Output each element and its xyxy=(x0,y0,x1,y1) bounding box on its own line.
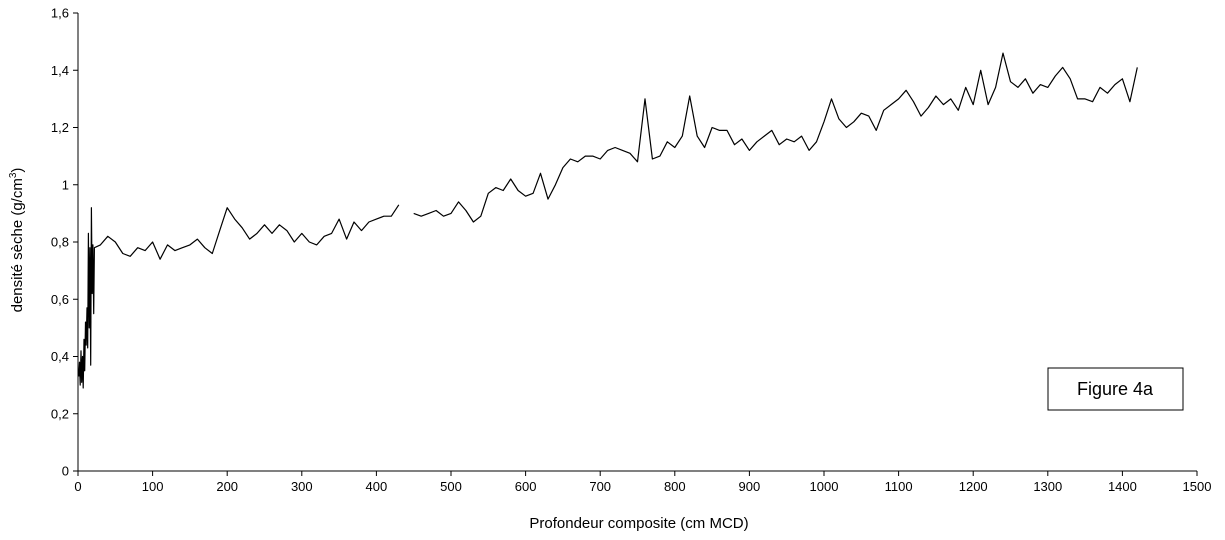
y-axis-ticks: 0 0,2 0,4 0,6 0,8 1 1,2 1,4 1,6 xyxy=(51,6,78,479)
x-tick-label: 700 xyxy=(589,479,611,494)
y-axis-title-main: densité sèche (g/cm xyxy=(9,178,26,312)
y-tick-label: 0,2 xyxy=(51,406,69,421)
x-tick-label: 200 xyxy=(216,479,238,494)
figure-annotation-box xyxy=(1047,367,1184,411)
y-tick-label: 0 xyxy=(62,464,69,479)
y-tick-label: 0,8 xyxy=(51,235,69,250)
y-tick-label: 0,6 xyxy=(51,292,69,307)
series-line xyxy=(78,204,400,389)
x-tick-label: 0 xyxy=(74,479,81,494)
x-tick-label: 1400 xyxy=(1108,479,1137,494)
series-line xyxy=(413,52,1138,223)
x-axis-title: Profondeur composite (cm MCD) xyxy=(529,515,748,532)
x-tick-label: 1200 xyxy=(959,479,988,494)
y-tick-label: 0,4 xyxy=(51,349,69,364)
x-tick-label: 300 xyxy=(291,479,313,494)
x-tick-label: 100 xyxy=(142,479,164,494)
x-tick-label: 1500 xyxy=(1183,479,1212,494)
y-tick-label: 1 xyxy=(62,177,69,192)
x-tick-label: 1300 xyxy=(1033,479,1062,494)
y-tick-label: 1,6 xyxy=(51,6,69,21)
x-axis-ticks: 0 100 200 300 400 500 600 700 800 900 1000 1100 1200… xyxy=(74,471,1211,494)
figure-annotation: Figure 4a xyxy=(1047,367,1184,411)
x-tick-label: 500 xyxy=(440,479,462,494)
x-tick-label: 1100 xyxy=(885,479,913,494)
x-tick-label: 1000 xyxy=(810,479,839,494)
figure-annotation-label: Figure 4a xyxy=(1077,379,1154,399)
y-axis-title-superscript: 3 xyxy=(8,172,19,178)
x-tick-label: 400 xyxy=(366,479,388,494)
x-tick-label: 600 xyxy=(515,479,537,494)
x-tick-label: 800 xyxy=(664,479,686,494)
y-tick-label: 1,4 xyxy=(51,63,69,78)
y-tick-label: 1,2 xyxy=(51,120,69,135)
y-axis-title-close: ) xyxy=(9,168,26,173)
x-tick-label: 900 xyxy=(739,479,761,494)
y-axis-title: densité sèche (g/cm3) xyxy=(8,168,26,313)
series-group xyxy=(78,52,1138,389)
